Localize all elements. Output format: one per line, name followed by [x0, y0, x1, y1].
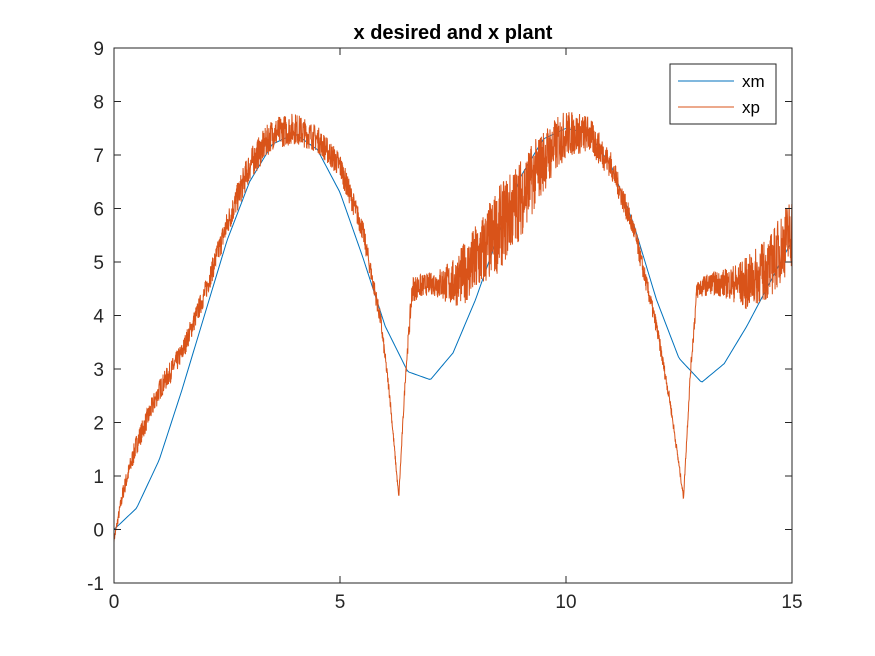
series-xm-line: [113, 127, 793, 530]
y-tick-label: -1: [87, 574, 104, 595]
legend: xm xp: [669, 63, 777, 125]
y-tick-label: 8: [93, 93, 104, 114]
y-tick-label: 7: [93, 146, 104, 167]
x-tick-label: 5: [335, 592, 346, 613]
series-layer: [113, 112, 793, 543]
series-xp-line: [113, 112, 793, 543]
x-tick-label: 0: [109, 592, 120, 613]
y-tick-label: 0: [93, 521, 104, 542]
y-tick-label: 9: [93, 39, 104, 60]
chart-title: x desired and x plant: [354, 22, 553, 44]
plot-area: [114, 48, 792, 583]
y-tick-label: 3: [93, 360, 104, 381]
legend-box: [669, 63, 777, 125]
y-tick-label: 6: [93, 200, 104, 221]
legend-label-xm: xm: [742, 72, 765, 91]
y-tick-label: 4: [93, 307, 104, 328]
y-tick-label: 2: [93, 414, 104, 435]
x-tick-label: 10: [555, 592, 576, 613]
legend-label-xp: xp: [742, 98, 760, 117]
y-tick-label: 5: [93, 253, 104, 274]
y-tick-label: 1: [93, 467, 104, 488]
x-tick-label: 15: [781, 592, 802, 613]
